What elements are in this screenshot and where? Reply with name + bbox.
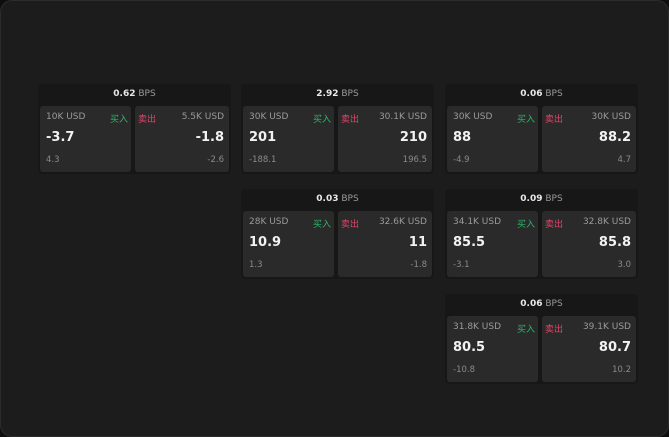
spread-unit: BPS (545, 299, 563, 309)
sell-pane[interactable]: 卖出 5.5K USD -1.8 -2.6 (135, 106, 229, 172)
sell-label: 卖出 (545, 220, 564, 230)
spread-header: 0.09 BPS (445, 189, 638, 210)
buy-quantity: 31.8K USD (453, 322, 502, 332)
sell-label: 卖出 (545, 325, 564, 335)
buy-pane[interactable]: 31.8K USD 买入 80.5 -10.8 (447, 316, 538, 382)
sell-pane[interactable]: 卖出 39.1K USD 80.7 10.2 (542, 316, 636, 382)
buy-pane[interactable]: 10K USD 买入 -3.7 4.3 (40, 106, 131, 172)
sell-pane[interactable]: 卖出 32.6K USD 11 -1.8 (338, 211, 432, 277)
sell-quantity: 30.1K USD (378, 112, 427, 122)
spread-header: 0.62 BPS (38, 84, 231, 105)
spread-header: 0.06 BPS (445, 84, 638, 105)
spread-value: 0.06 (520, 89, 543, 99)
spread-header: 2.92 BPS (241, 84, 434, 105)
sell-change: -2.6 (207, 155, 224, 165)
sell-quantity: 39.1K USD (582, 322, 631, 332)
quote-card: 0.03 BPS 28K USD 买入 10.9 1.3 卖出 32.6K US… (241, 189, 434, 279)
spread-value: 2.92 (316, 89, 339, 99)
sell-price: -1.8 (195, 130, 224, 145)
spread-header: 0.06 BPS (445, 294, 638, 315)
buy-change: -4.9 (453, 155, 470, 165)
buy-change: -10.8 (453, 365, 475, 375)
spread-value: 0.06 (520, 299, 543, 309)
sell-label: 卖出 (341, 115, 360, 125)
buy-pane[interactable]: 28K USD 买入 10.9 1.3 (243, 211, 334, 277)
buy-label: 买入 (516, 115, 535, 125)
buy-pane[interactable]: 30K USD 买入 201 -188.1 (243, 106, 334, 172)
buy-quantity: 30K USD (249, 112, 289, 122)
sell-change: 196.5 (402, 155, 427, 165)
buy-price: 88 (453, 130, 472, 145)
buy-price: 201 (249, 130, 277, 145)
sell-price: 11 (408, 235, 427, 250)
buy-price: 10.9 (249, 235, 282, 250)
spread-value: 0.03 (316, 194, 339, 204)
spread-unit: BPS (341, 194, 359, 204)
buy-label: 买入 (312, 115, 331, 125)
buy-quantity: 34.1K USD (453, 217, 502, 227)
sell-quantity: 32.8K USD (582, 217, 631, 227)
sell-label: 卖出 (545, 115, 564, 125)
quote-card: 0.06 BPS 30K USD 买入 88 -4.9 卖出 30K USD 8… (445, 84, 638, 174)
sell-price: 88.2 (598, 130, 631, 145)
sell-price: 80.7 (598, 340, 631, 355)
buy-change: -188.1 (249, 155, 277, 165)
sell-pane[interactable]: 卖出 32.8K USD 85.8 3.0 (542, 211, 636, 277)
sell-pane[interactable]: 卖出 30.1K USD 210 196.5 (338, 106, 432, 172)
buy-price: 80.5 (453, 340, 486, 355)
spread-value: 0.62 (113, 89, 136, 99)
buy-quantity: 28K USD (249, 217, 289, 227)
quote-card: 0.06 BPS 31.8K USD 买入 80.5 -10.8 卖出 39.1… (445, 294, 638, 384)
buy-change: -3.1 (453, 260, 470, 270)
sell-quantity: 30K USD (591, 112, 631, 122)
sell-quantity: 5.5K USD (181, 112, 224, 122)
buy-price: 85.5 (453, 235, 486, 250)
buy-label: 买入 (516, 220, 535, 230)
spread-unit: BPS (545, 89, 563, 99)
buy-label: 买入 (312, 220, 331, 230)
spread-header: 0.03 BPS (241, 189, 434, 210)
sell-price: 210 (399, 130, 427, 145)
spread-unit: BPS (545, 194, 563, 204)
buy-price: -3.7 (46, 130, 75, 145)
sell-change: 3.0 (617, 260, 631, 270)
buy-pane[interactable]: 34.1K USD 买入 85.5 -3.1 (447, 211, 538, 277)
sell-label: 卖出 (341, 220, 360, 230)
quote-card: 0.62 BPS 10K USD 买入 -3.7 4.3 卖出 5.5K USD… (38, 84, 231, 174)
sell-change: -1.8 (410, 260, 427, 270)
sell-price: 85.8 (598, 235, 631, 250)
buy-label: 买入 (516, 325, 535, 335)
buy-change: 1.3 (249, 260, 263, 270)
sell-label: 卖出 (138, 115, 157, 125)
sell-change: 10.2 (612, 365, 631, 375)
sell-pane[interactable]: 卖出 30K USD 88.2 4.7 (542, 106, 636, 172)
spread-unit: BPS (341, 89, 359, 99)
buy-change: 4.3 (46, 155, 60, 165)
buy-quantity: 10K USD (46, 112, 86, 122)
buy-quantity: 30K USD (453, 112, 493, 122)
buy-label: 买入 (109, 115, 128, 125)
quote-card: 2.92 BPS 30K USD 买入 201 -188.1 卖出 30.1K … (241, 84, 434, 174)
buy-pane[interactable]: 30K USD 买入 88 -4.9 (447, 106, 538, 172)
spread-unit: BPS (138, 89, 156, 99)
spread-value: 0.09 (520, 194, 543, 204)
sell-change: 4.7 (617, 155, 631, 165)
quote-card: 0.09 BPS 34.1K USD 买入 85.5 -3.1 卖出 32.8K… (445, 189, 638, 279)
sell-quantity: 32.6K USD (378, 217, 427, 227)
